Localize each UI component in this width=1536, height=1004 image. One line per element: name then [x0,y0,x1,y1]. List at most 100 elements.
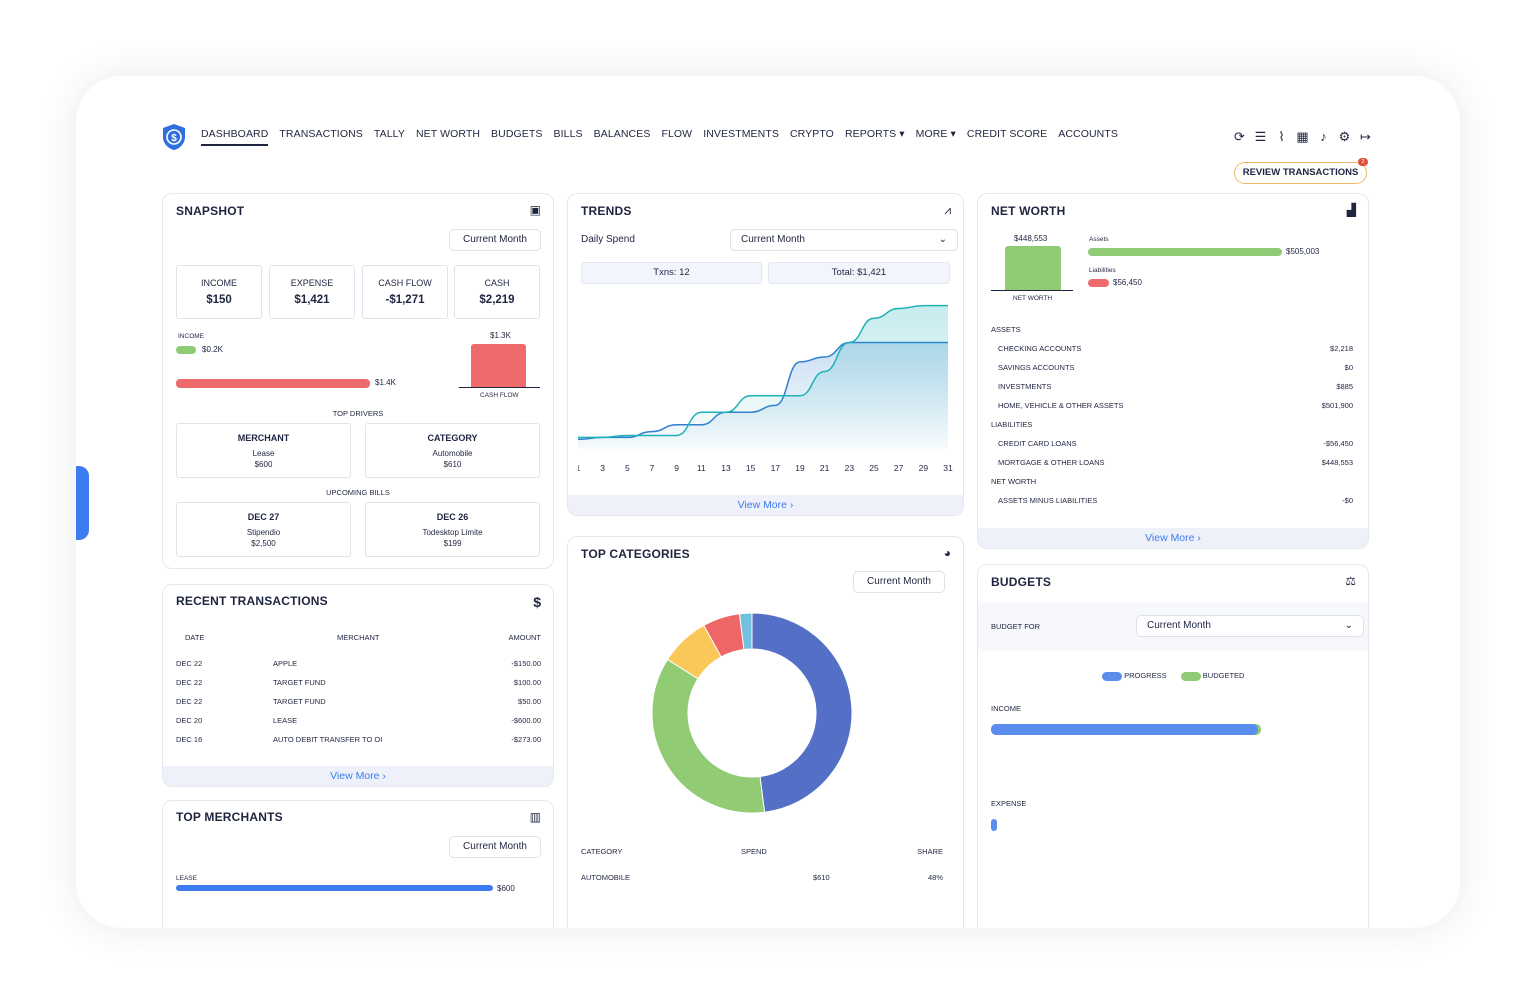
bill-date: DEC 26 [436,512,469,522]
net-worth-bar-value: $448,553 [1014,234,1048,243]
nav-item[interactable]: TALLY [373,128,405,140]
net-worth-baseline [991,290,1073,291]
net-worth-row-value: $2,218 [1330,344,1353,353]
nav-item[interactable]: CREDIT SCORE [966,128,1048,140]
stat-label: CASH [484,278,510,288]
nav-item[interactable]: ACCOUNTS [1058,128,1118,140]
net-worth-bar-label: NET WORTH [1013,295,1053,302]
upcoming-bill[interactable]: DEC 27 Stipendio $2,500 [176,502,351,557]
logout-icon[interactable]: ↦ [1360,129,1371,144]
category-spend: $610 [813,873,830,882]
chevron-down-icon: ⌄ [1344,620,1353,631]
nav-item[interactable]: DASHBOARD [201,128,269,146]
trends-view-more-link[interactable]: View More › [568,495,963,515]
nav-item[interactable]: NET WORTH [415,128,481,140]
stat-label: INCOME [201,278,237,288]
net-worth-section-head: NET WORTH [991,477,1037,486]
image-icon[interactable]: ▣ [529,203,541,217]
calendar-icon[interactable]: ▦ [1296,129,1309,144]
nav-item[interactable]: BALANCES [593,128,651,140]
stat-value: $1,421 [294,294,330,306]
tx-merchant: TARGET FUND [273,678,326,687]
net-worth-row-value: $885 [1336,382,1353,391]
categories-period-button[interactable]: Current Month [853,571,945,593]
trends-period-select[interactable]: Current Month ⌄ [730,229,958,251]
pie-chart-icon[interactable]: ◕ [943,546,951,560]
top-categories-title: TOP CATEGORIES [581,547,690,561]
donut-slice[interactable] [651,658,766,814]
budget-period-select[interactable]: Current Month ⌄ [1136,615,1364,637]
liabilities-value: $56,450 [1113,278,1142,287]
x-tick-label: 27 [894,463,904,473]
dollar-icon[interactable]: $ [533,594,541,610]
tx-merchant: APPLE [273,659,298,668]
nav-item[interactable]: MORE ▾ [915,128,956,140]
shield-dollar-logo-icon[interactable]: $ [162,123,186,151]
series-area [578,305,948,449]
budget-for-label: BUDGET FOR [991,622,1041,631]
net-worth-row-value: $501,900 [1321,401,1353,410]
review-transactions-button[interactable]: REVIEW TRANSACTIONS [1234,162,1367,184]
expense-progress-bar [991,819,997,831]
driver-category[interactable]: CATEGORY Automobile $610 [365,423,540,478]
donut-slice[interactable] [751,612,853,813]
net-worth-row-name: ASSETS MINUS LIABILITIES [998,496,1098,505]
bell-icon[interactable]: ♪ [1320,129,1327,144]
stat-cash: CASH $2,219 [454,265,540,319]
tx-amount: $50.00 [518,697,541,706]
col-merchant: MERCHANT [337,633,380,642]
refresh-icon[interactable]: ⟳ [1234,129,1245,144]
donut-slice[interactable] [738,612,753,651]
col-spend: SPEND [741,847,767,856]
net-worth-row-value: $448,553 [1321,458,1353,467]
trend-chart-icon[interactable]: ⩘ [944,203,951,217]
cashflow-label: CASH FLOW [480,392,519,399]
nav-item[interactable]: REPORTS ▾ [844,128,905,140]
nav-item[interactable]: BILLS [553,128,583,140]
toolbar-icons: ⟳ ☰ ⌇ ▦ ♪ ⚙ ↦ [1232,129,1373,144]
x-tick-label: 7 [650,463,655,473]
tx-date: DEC 16 [176,735,203,744]
driver-name: Lease [252,449,275,458]
review-count-badge: 2 [1358,158,1368,166]
total-spend: Total: $1,421 [768,262,950,284]
txns-count: Txns: 12 [581,262,762,284]
side-drawer-handle[interactable] [76,466,89,540]
nav-item[interactable]: TRANSACTIONS [279,128,363,140]
cashflow-bar [471,344,526,387]
driver-merchant[interactable]: MERCHANT Lease $600 [176,423,351,478]
upcoming-bill[interactable]: DEC 26 Todesktop Limite $199 [365,502,540,557]
dashboard-frame: $ DASHBOARD TRANSACTIONS TALLY NET WORTH BUD… [76,76,1460,928]
net-worth-section-head: LIABILITIES [991,420,1033,429]
bar-chart-icon[interactable]: ▥ [529,810,541,824]
stat-cash-flow: CASH FLOW -$1,271 [362,265,448,319]
nav-item[interactable]: INVESTMENTS [703,128,779,140]
recent-view-more-link[interactable]: View More › [163,766,553,786]
nav-item[interactable]: CRYPTO [789,128,834,140]
scale-icon[interactable]: ⚖ [1345,574,1356,588]
svg-text:$: $ [171,133,177,144]
expense-bar [176,379,370,388]
expense-bar-value: $1.4K [375,378,396,387]
bill-name: Todesktop Limite [422,528,483,537]
driver-amount: $600 [254,460,273,469]
stat-value: -$1,271 [385,294,425,306]
tx-date: DEC 22 [176,678,203,687]
assets-value: $505,003 [1286,247,1320,256]
snapshot-period-button[interactable]: Current Month [449,229,541,251]
col-category: CATEGORY [581,847,623,856]
list-icon[interactable]: ☰ [1254,129,1267,144]
stat-label: EXPENSE [290,278,334,288]
col-amount: AMOUNT [508,633,542,642]
nav-item[interactable]: BUDGETS [491,128,543,140]
growth-chart-icon[interactable]: ▟ [1346,203,1356,217]
tx-amount: -$273.00 [511,735,541,744]
merchants-period-button[interactable]: Current Month [449,836,541,858]
gear-icon[interactable]: ⚙ [1338,129,1351,144]
attachment-icon[interactable]: ⌇ [1278,129,1285,144]
nav-item[interactable]: FLOW [661,128,693,140]
net-worth-view-more-link[interactable]: View More › [978,528,1368,548]
x-tick-label: 31 [943,463,953,473]
recent-transactions-card: RECENT TRANSACTIONS $ DATE MERCHANT AMOU… [162,584,554,787]
